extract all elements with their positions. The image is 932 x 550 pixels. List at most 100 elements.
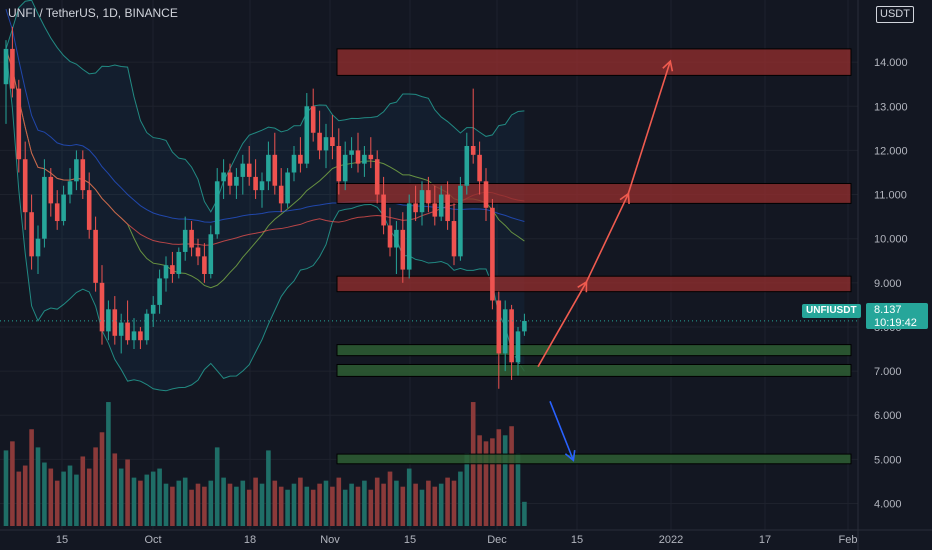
candle-body [285,172,290,204]
x-tick-label: Nov [320,534,340,546]
candle-body [22,159,28,213]
candle-body [272,154,278,186]
x-tick-label: Feb [839,534,858,546]
volume-bar [419,489,425,526]
candle-body [336,146,342,182]
volume-bar [515,453,521,526]
candle-body [470,146,476,155]
volume-bar [349,483,354,526]
candle-body [374,159,380,195]
volume-bar [99,432,105,526]
volume-bar [464,453,470,526]
candle-body [310,106,316,133]
volume-bar [80,456,86,526]
candle-body [42,176,47,239]
volume-bar [176,480,182,526]
candle-body [67,181,73,195]
volume-bar [240,480,246,526]
candle-body [61,194,66,222]
candle-body [490,207,495,301]
bar-countdown: 10:19:42 [874,317,917,329]
volume-bar [118,468,124,526]
y-tick-label: 9.000 [874,278,902,290]
volume-bar [336,477,342,526]
candle-body [74,159,79,182]
volume-bar [16,471,22,526]
volume-bar [394,480,399,526]
y-tick-label: 10.000 [874,234,908,246]
x-tick-label: 18 [244,534,256,546]
candle-body [323,137,329,151]
candle-body [234,176,239,186]
volume-bar [170,486,175,526]
volume-bar [67,465,73,526]
candle-body [458,185,463,257]
volume-bar [86,468,92,526]
volume-bar [368,489,374,526]
x-tick-label: Dec [487,534,507,546]
candle-body [387,225,393,248]
volume-bar [490,438,495,526]
candle-body [195,247,201,257]
candle-body [157,278,162,305]
volume-bar [278,486,284,526]
candle-body [515,331,521,363]
volume-bar [317,483,322,526]
projection-arrow-up [537,280,588,368]
candle-body [304,106,310,164]
volume-bar [3,450,9,526]
candle-body [432,203,438,217]
candle-body [522,320,527,332]
volume-bar [451,480,457,526]
volume-bar [323,480,329,526]
y-tick-label: 12.000 [874,145,908,157]
volume-bar [253,477,258,526]
candle-body [54,203,60,222]
volume-bar [112,453,118,526]
volume-bar [298,477,303,526]
volume-bar [387,471,393,526]
candle-body [483,181,489,208]
candle-body [496,300,502,354]
volume-bar [106,402,111,526]
candle-body [330,137,335,146]
volume-bar [400,486,406,526]
candle-body [176,251,182,274]
volume-bar [189,489,194,526]
volume-bar [74,474,79,526]
support-zone [336,453,852,465]
candle-body [208,234,214,274]
ma-100-line [5,9,525,223]
y-tick-label: 6.000 [874,410,902,422]
candle-body [362,154,367,164]
volume-bar [138,480,143,526]
support-zone [336,363,852,377]
candle-body [278,185,284,204]
currency-unit-button[interactable]: USDT [876,6,914,23]
volume-bar [195,483,201,526]
candle-body [131,331,137,341]
candle-body [189,229,194,248]
volume-bar [35,447,41,526]
volume-bar [522,501,527,526]
volume-bar [304,486,310,526]
candle-body [144,313,150,341]
volume-bar [227,483,233,526]
candle-body [394,229,399,248]
candle-body [406,203,412,270]
projection-arrow-up [585,192,630,284]
volume-bar [246,489,252,526]
volume-bar [362,480,367,526]
candle-body [381,194,386,226]
candle-body [426,190,431,204]
resistance-zone [336,183,852,204]
volume-bar [259,483,265,526]
x-tick-label: 2022 [659,534,683,546]
volume-bar [234,486,239,526]
volume-bar [355,486,361,526]
ma-50-line [5,48,525,246]
projection-arrow-up [627,59,674,195]
volume-bar [445,477,450,526]
candle-body [445,194,450,222]
